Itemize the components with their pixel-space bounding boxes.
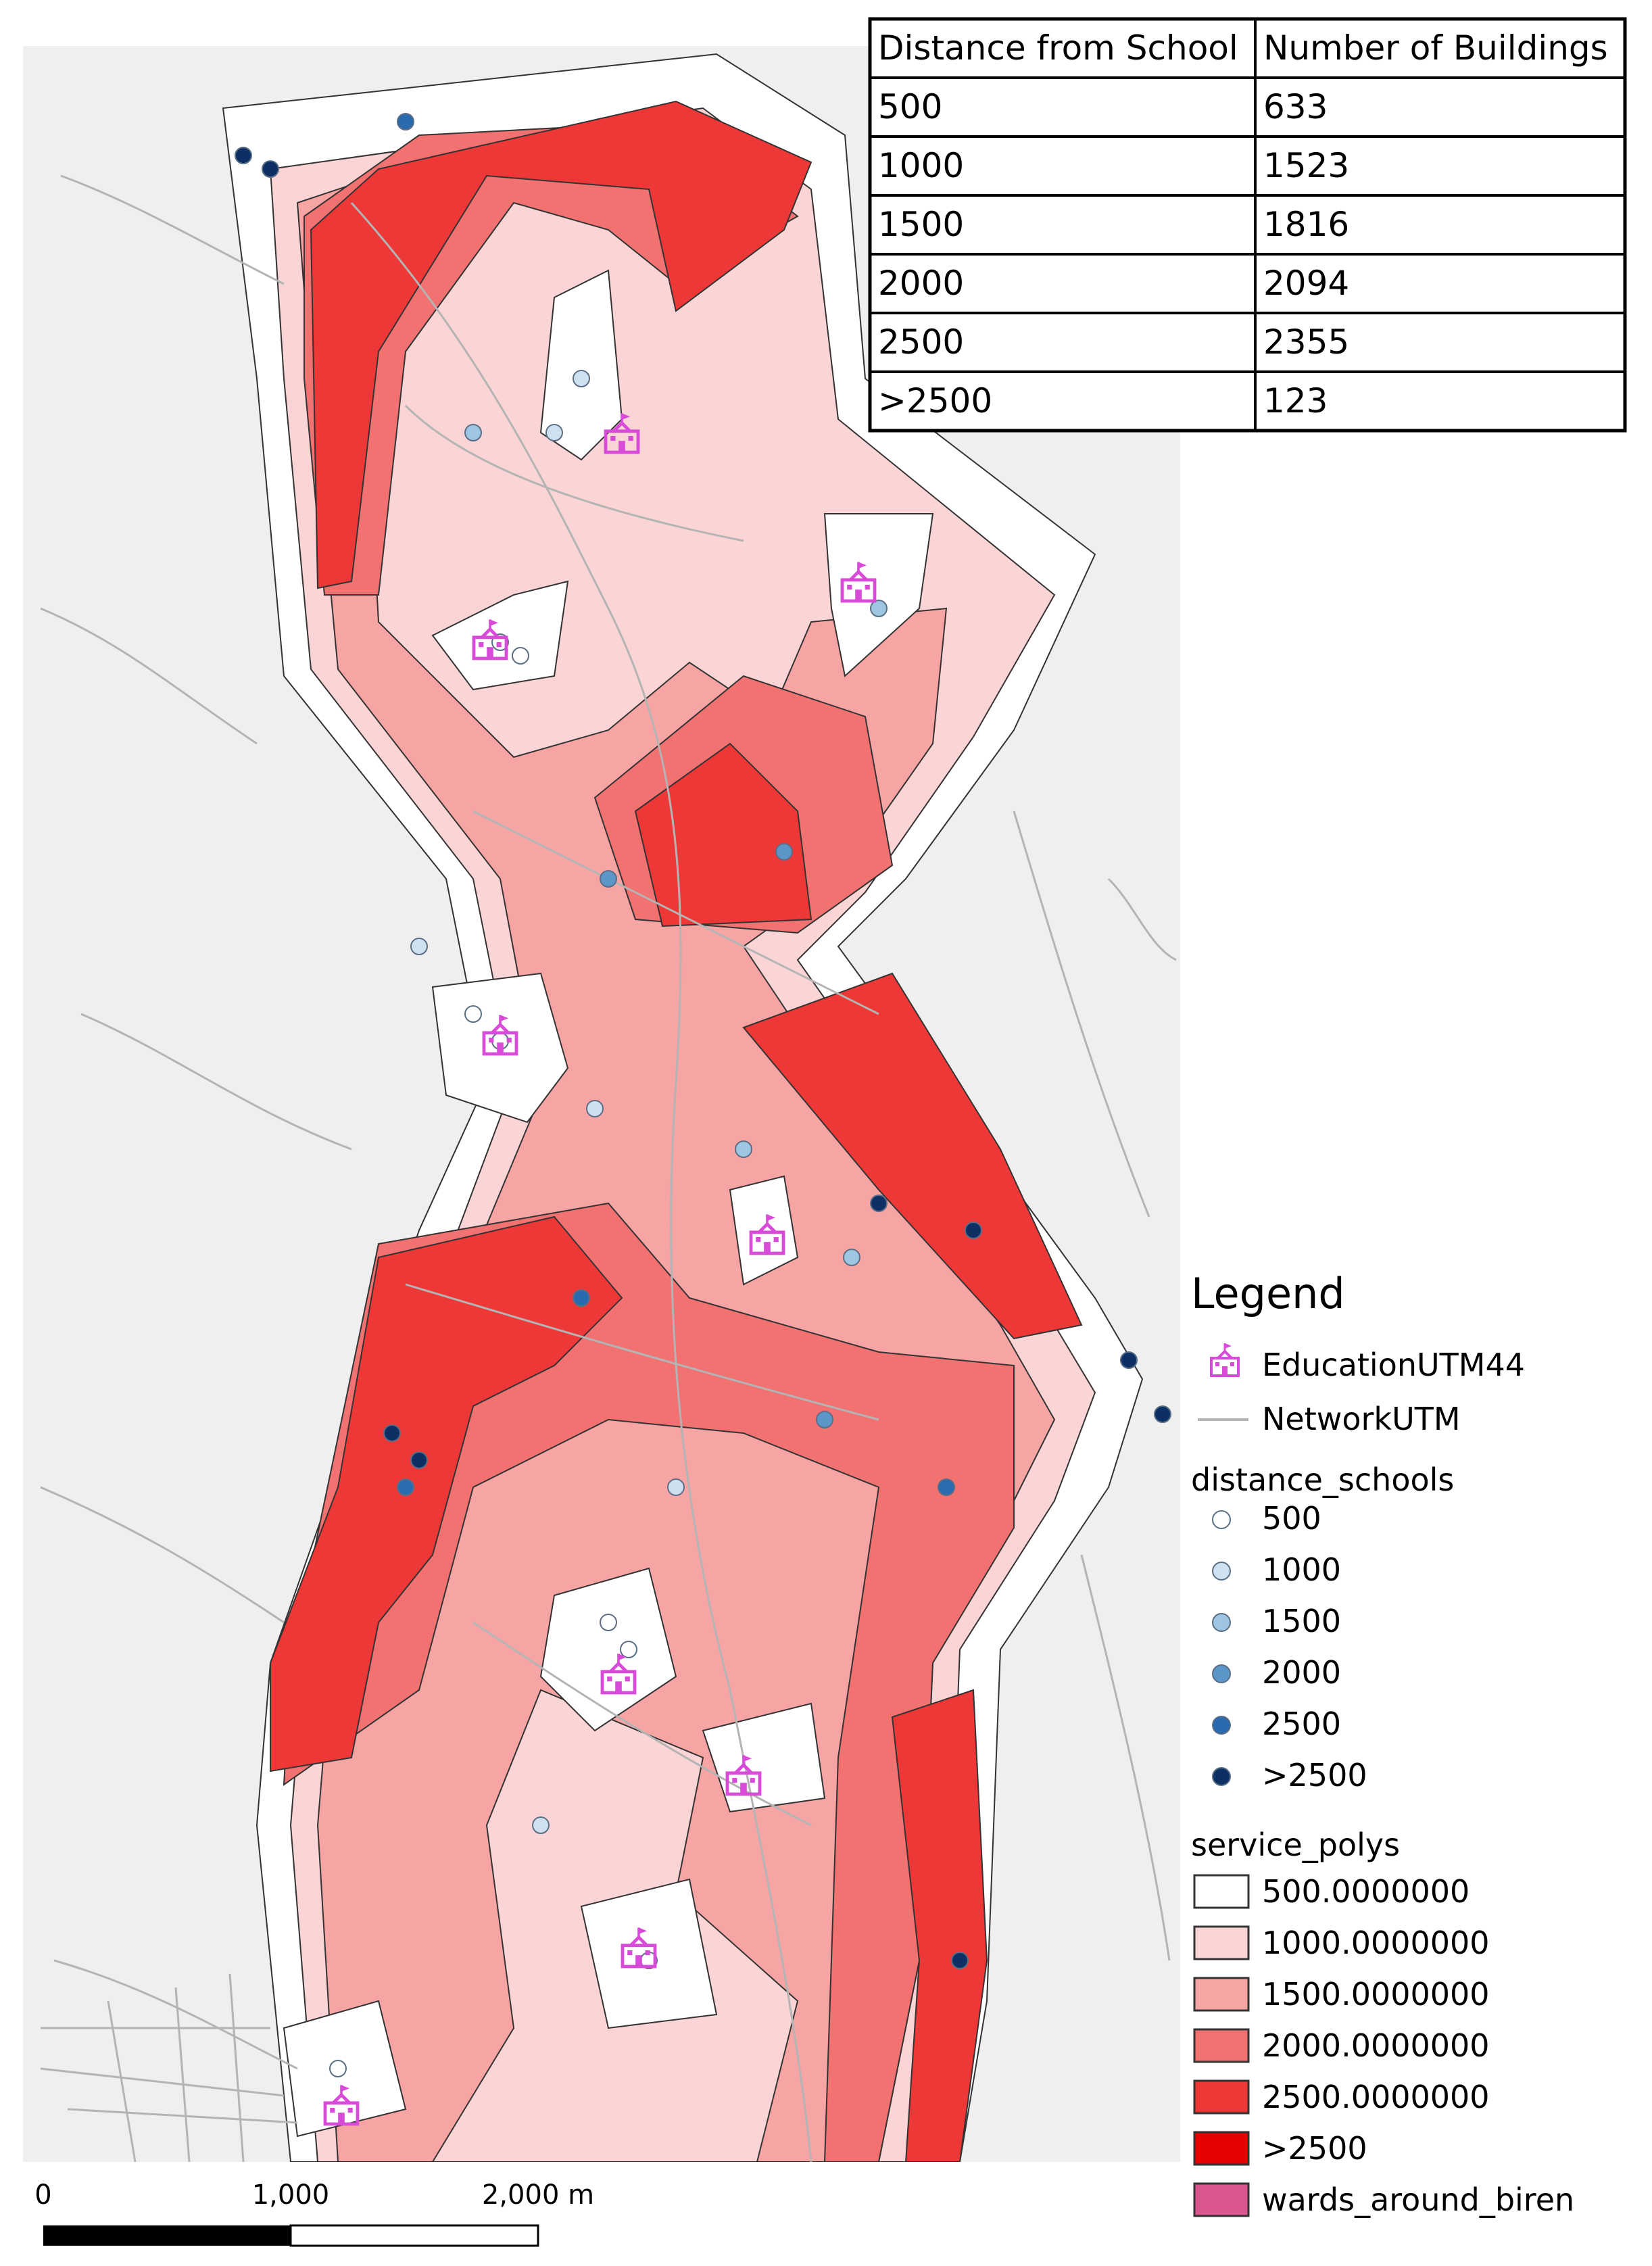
table-header-cell: Distance from School: [878, 28, 1238, 68]
scale-label-1000: 1,000: [252, 2179, 330, 2211]
table-cell: 2500: [878, 322, 964, 362]
school-icon-2: [472, 619, 508, 660]
legend-service-label: 500.0000000: [1262, 1873, 1469, 1910]
legend-distance-label: >2500: [1262, 1757, 1367, 1793]
scale-label-2000: 2,000 m: [482, 2179, 594, 2211]
legend-service-group-title: service_polys: [1191, 1827, 1400, 1863]
legend-distance-label: 1000: [1262, 1551, 1341, 1588]
table-cell: 123: [1263, 381, 1328, 420]
legend-distance-marker: [1212, 1716, 1231, 1735]
service-zone-500-3: [823, 513, 934, 677]
table-cell: 500: [878, 87, 942, 126]
school-icon-8: [621, 1927, 657, 1969]
service-zone-500-2: [539, 269, 623, 461]
table-cell: 633: [1263, 87, 1328, 126]
legend-distance-marker: [1212, 1562, 1231, 1581]
legend-distance-group-title: distance_schools: [1191, 1462, 1454, 1498]
table-cell: 1523: [1263, 146, 1349, 185]
legend-distance-marker: [1212, 1767, 1231, 1786]
legend-distance-label: 2000: [1262, 1654, 1341, 1691]
legend-service-swatch: [1193, 1977, 1250, 2012]
service-zone-500-5: [729, 1175, 799, 1286]
legend-service-swatch: [1193, 2079, 1250, 2115]
school-icon-4: [482, 1015, 518, 1056]
legend-service-label: >2500: [1262, 2130, 1367, 2167]
table-cell: 2355: [1263, 322, 1349, 362]
table-cell: 1500: [878, 205, 964, 244]
legend-education-label: EducationUTM44: [1262, 1347, 1525, 1383]
legend-school-icon: [1210, 1343, 1240, 1377]
table-cell: 1000: [878, 146, 964, 185]
table-cell: >2500: [878, 381, 992, 420]
scale-bar-black-segment: [43, 2225, 291, 2246]
table-cell: 2000: [878, 264, 964, 303]
table-frame: [868, 17, 1627, 433]
school-icon-5: [749, 1214, 785, 1255]
legend-distance-label: 2500: [1262, 1706, 1341, 1742]
school-icon-1: [604, 413, 640, 454]
school-icon-9: [323, 2085, 360, 2126]
service-zone-2500-southeast: [891, 1689, 988, 2162]
school-icon-3: [840, 562, 877, 603]
legend-service-swatch: [1193, 1925, 1250, 1960]
legend-service-label: 2500.0000000: [1262, 2079, 1490, 2115]
legend-distance-label: 500: [1262, 1500, 1321, 1537]
school-icons: [323, 413, 877, 2126]
legend-service-swatch: [1193, 2028, 1250, 2063]
legend-network-label: NetworkUTM: [1262, 1401, 1461, 1437]
legend-service-label: wards_around_biren: [1262, 2181, 1574, 2218]
scale-label-0: 0: [34, 2179, 51, 2211]
legend-service-swatch: [1193, 2131, 1250, 2166]
legend-service-swatch: [1193, 2182, 1250, 2217]
school-icon-6: [600, 1654, 637, 1695]
legend-distance-label: 1500: [1262, 1603, 1341, 1639]
legend-service-label: 1000.0000000: [1262, 1925, 1490, 1961]
buildings-distance-table: Distance from School Number of Buildings 5…: [868, 17, 1627, 433]
service-zone-2500-east: [742, 972, 1083, 1340]
table-cell: 2094: [1263, 264, 1349, 303]
map-legend: Legend EducationUTM44 NetworkUTM distance_s…: [1191, 1269, 1574, 2218]
service-zone-2000-south: [283, 1202, 1015, 2162]
table-cell: 1816: [1263, 205, 1349, 244]
scale-bar: 0 1,000 2,000 m: [34, 2179, 594, 2247]
road-network: [40, 174, 1177, 2162]
legend-distance-marker: [1212, 1664, 1231, 1683]
legend-title: Legend: [1191, 1269, 1345, 1318]
legend-distance-marker: [1212, 1510, 1231, 1529]
legend-service-label: 1500.0000000: [1262, 1976, 1490, 2012]
table-header-cell: Number of Buildings: [1263, 28, 1608, 68]
legend-service-label: 2000.0000000: [1262, 2027, 1490, 2064]
legend-distance-marker: [1212, 1613, 1231, 1632]
building-points: [235, 113, 1171, 2077]
service-zone-2500-west: [270, 1215, 623, 1773]
service-zone-2500-north: [310, 100, 812, 589]
school-icon-7: [725, 1755, 762, 1796]
scale-bar-white-segment: [289, 2224, 539, 2247]
legend-service-swatch: [1193, 1874, 1250, 1909]
